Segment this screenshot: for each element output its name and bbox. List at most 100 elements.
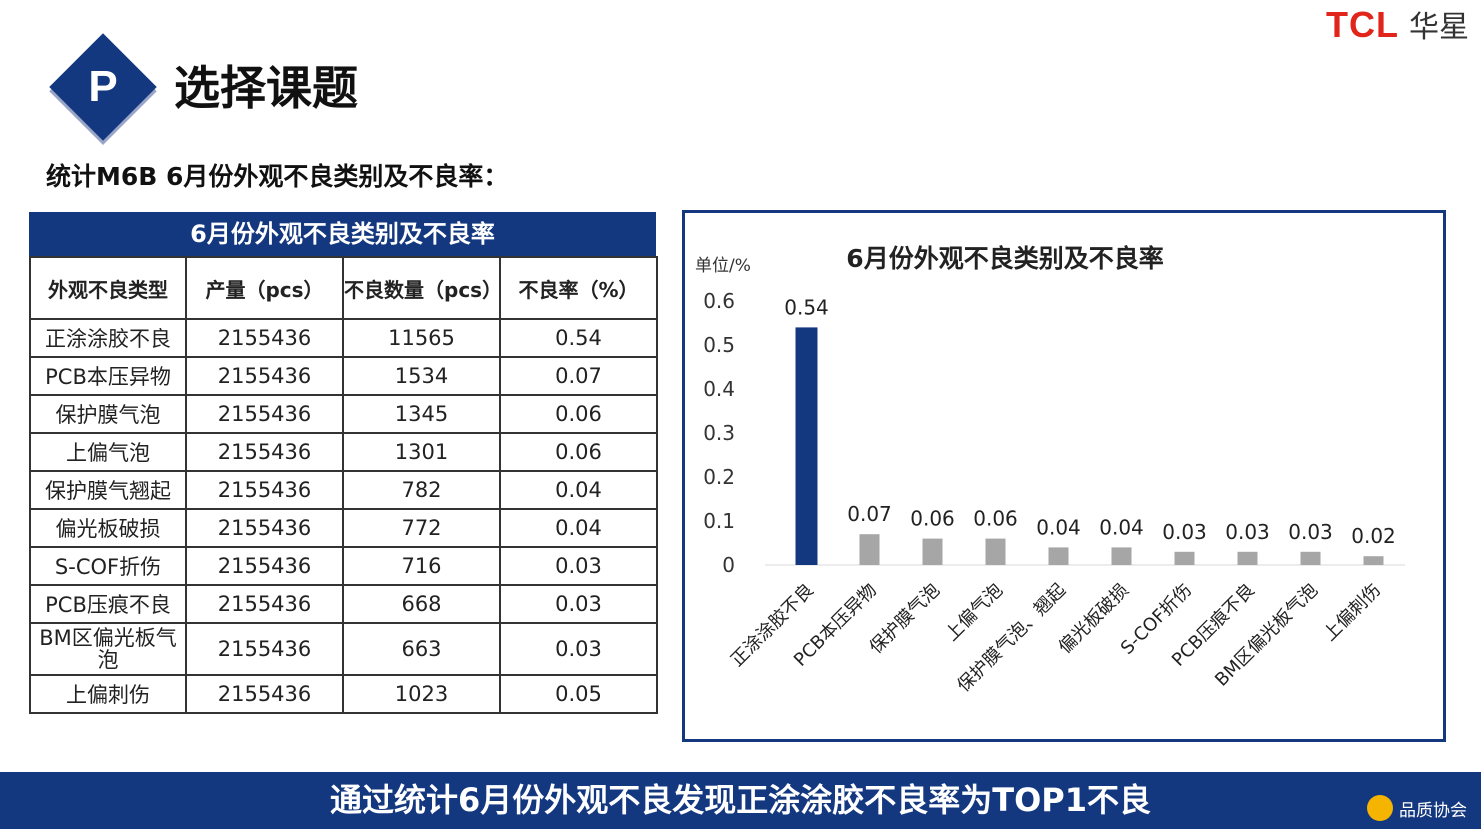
cell-defect-type: BM区偏光板气泡 [29,622,187,676]
cell-defect-qty: 1345 [342,394,501,434]
bar [1300,551,1321,565]
cell-defect-qty: 663 [342,622,501,676]
col-header-defect-qty: 不良数量（pcs） [342,256,502,320]
watermark-text: 品质协会 [1399,800,1467,821]
table-row: 上偏刺伤 2155436 1023 0.05 [29,674,658,714]
watermark: 品质协会 [1367,795,1467,821]
subtitle: 统计M6B 6月份外观不良类别及不良率： [46,162,509,191]
bar [1111,547,1132,565]
bar [1174,551,1195,565]
section-badge: P [48,32,158,142]
x-category-label: 上偏气泡 [941,580,1007,646]
bar [1237,551,1258,565]
cell-defect-rate: 0.05 [499,674,658,714]
bar [859,534,880,565]
cell-output: 2155436 [185,622,344,676]
y-axis: 0 0.1 0.2 0.3 0.4 0.5 0.6 [703,289,1405,577]
bar [1363,556,1384,565]
cell-defect-qty: 668 [342,584,501,624]
bar-value-label: 0.07 [847,502,892,526]
bar [795,327,818,565]
cell-defect-rate: 0.03 [499,546,658,586]
bar [985,538,1006,565]
cell-defect-qty: 1534 [342,356,501,396]
cell-output: 2155436 [185,432,344,472]
cell-defect-type: 上偏刺伤 [29,674,187,714]
logo-brand-cn: 华星 [1409,10,1469,45]
y-tick-label: 0 [722,553,735,577]
col-header-output: 产量（pcs） [185,256,344,320]
bar-value-label: 0.04 [1036,515,1081,539]
table-row: 保护膜气泡 2155436 1345 0.06 [29,394,658,434]
cell-defect-qty: 1301 [342,432,501,472]
conclusion-banner: 通过统计6月份外观不良发现正涂涂胶不良率为TOP1不良 [0,772,1481,829]
cell-output: 2155436 [185,584,344,624]
y-tick-label: 0.4 [703,377,735,401]
cell-output: 2155436 [185,356,344,396]
bar-value-label: 0.06 [973,507,1018,531]
y-tick-label: 0.3 [703,421,735,445]
x-category-label: 保护膜气泡、翘起 [953,580,1070,697]
conclusion-text: 通过统计6月份外观不良发现正涂涂胶不良率为TOP1不良 [329,781,1152,819]
cell-defect-type: PCB压痕不良 [29,584,187,624]
cell-output: 2155436 [185,394,344,434]
bar [922,538,943,565]
table-row: 保护膜气翘起 2155436 782 0.04 [29,470,658,510]
cell-defect-rate: 0.03 [499,622,658,676]
cell-output: 2155436 [185,318,344,358]
bar-value-label: 0.03 [1162,520,1207,544]
table-row: BM区偏光板气泡 2155436 663 0.03 [29,622,658,676]
table-row: 上偏气泡 2155436 1301 0.06 [29,432,658,472]
cell-defect-type: S-COF折伤 [29,546,187,586]
cell-defect-qty: 782 [342,470,501,510]
cell-defect-rate: 0.03 [499,584,658,624]
cell-output: 2155436 [185,508,344,548]
page-title: 选择课题 [174,61,358,115]
chart-panel: 6月份外观不良类别及不良率 单位/% 0 0.1 0.2 0.3 0.4 0.5 0.6 0… [682,210,1446,742]
cell-defect-type: 上偏气泡 [29,432,187,472]
bar-chart: 6月份外观不良类别及不良率 单位/% 0 0.1 0.2 0.3 0.4 0.5 0.6 0… [695,244,1405,697]
chart-title: 6月份外观不良类别及不良率 [846,244,1163,273]
y-tick-label: 0.1 [703,509,735,533]
watermark-logo-icon [1367,795,1393,821]
bar-value-label: 0.02 [1351,524,1396,548]
table-title: 6月份外观不良类别及不良率 [29,212,656,256]
x-axis: 正涂涂胶不良PCB本压异物保护膜气泡上偏气泡保护膜气泡、翘起偏光板破损S-COF… [727,580,1385,697]
col-header-defect-rate: 不良率（%） [499,256,658,320]
defect-table: 6月份外观不良类别及不良率 外观不良类型 产量（pcs） 不良数量（pcs） 不… [29,212,658,714]
cell-defect-type: 正涂涂胶不良 [29,318,187,358]
table-row: 偏光板破损 2155436 772 0.04 [29,508,658,548]
defect-data-table: 外观不良类型 产量（pcs） 不良数量（pcs） 不良率（%） 正涂涂胶不良 21… [29,256,658,714]
cell-defect-rate: 0.06 [499,394,658,434]
cell-defect-qty: 1023 [342,674,501,714]
y-tick-label: 0.6 [703,289,735,313]
table-row: 正涂涂胶不良 2155436 11565 0.54 [29,318,658,358]
cell-output: 2155436 [185,674,344,714]
cell-defect-type: 保护膜气翘起 [29,470,187,510]
cell-defect-qty: 11565 [342,318,501,358]
table-header-row: 外观不良类型 产量（pcs） 不良数量（pcs） 不良率（%） [29,256,658,320]
x-category-label: 上偏刺伤 [1319,580,1385,646]
cell-defect-type: 偏光板破损 [29,508,187,548]
cell-defect-qty: 716 [342,546,501,586]
company-logo: TCL 华星 [1326,2,1469,46]
cell-output: 2155436 [185,546,344,586]
cell-defect-rate: 0.04 [499,470,658,510]
cell-defect-rate: 0.04 [499,508,658,548]
badge-letter: P [88,62,118,111]
table-row: PCB本压异物 2155436 1534 0.07 [29,356,658,396]
cell-defect-rate: 0.54 [499,318,658,358]
bar-value-label: 0.54 [784,295,829,319]
bar-value-label: 0.04 [1099,515,1144,539]
bar-value-label: 0.03 [1225,520,1270,544]
table-row: S-COF折伤 2155436 716 0.03 [29,546,658,586]
y-tick-label: 0.5 [703,333,735,357]
y-tick-label: 0.2 [703,465,735,489]
col-header-type: 外观不良类型 [29,256,187,320]
cell-output: 2155436 [185,470,344,510]
cell-defect-qty: 772 [342,508,501,548]
table-row: PCB压痕不良 2155436 668 0.03 [29,584,658,624]
cell-defect-rate: 0.07 [499,356,658,396]
cell-defect-type: PCB本压异物 [29,356,187,396]
cell-defect-rate: 0.06 [499,432,658,472]
